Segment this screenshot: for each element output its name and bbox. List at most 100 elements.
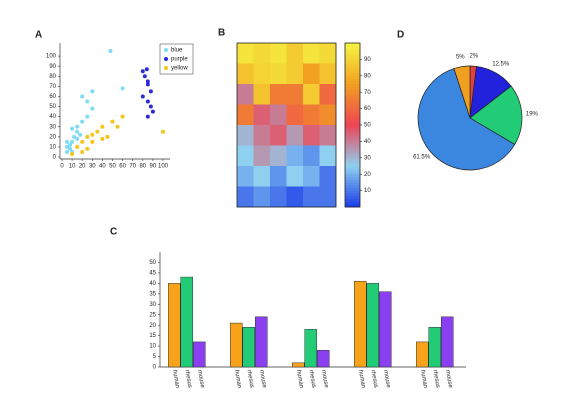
- y-tick-label: 50: [149, 260, 156, 266]
- point: [90, 132, 95, 137]
- heatmap-cell: [237, 166, 254, 187]
- colorbar-step: [345, 56, 360, 60]
- y-tick-label: 20: [149, 323, 156, 329]
- heatmap-cell: [319, 104, 337, 126]
- colorbar-step: [345, 185, 360, 189]
- heatmap-cell: [270, 84, 287, 105]
- point: [90, 106, 95, 111]
- heatmap-cell: [303, 166, 320, 187]
- heatmap-cell: [253, 84, 271, 105]
- colorbar-step: [345, 108, 360, 112]
- bar: [366, 283, 379, 368]
- heatmap-cell: [270, 43, 287, 64]
- colorbar-step: [345, 73, 360, 77]
- x-tick-label: 30: [89, 164, 96, 170]
- colorbar-step: [345, 114, 360, 118]
- pie-label: 2%: [470, 54, 479, 60]
- point: [65, 149, 70, 154]
- point: [110, 119, 115, 124]
- heatmap-cell: [319, 125, 337, 146]
- x-tick-label: 0: [60, 164, 64, 170]
- series-label: mouse: [320, 370, 329, 389]
- colorbar-step: [345, 67, 360, 71]
- colorbar-step: [345, 174, 360, 178]
- point: [85, 114, 90, 119]
- colorbar-step: [345, 78, 360, 82]
- colorbar-step: [345, 163, 360, 167]
- y-tick-label: 10: [49, 144, 56, 150]
- bar: [379, 291, 392, 368]
- point: [145, 99, 150, 104]
- point: [85, 146, 90, 151]
- heatmap-cell: [303, 84, 320, 105]
- heatmap-cell: [270, 186, 287, 208]
- y-tick-label: 0: [153, 365, 157, 371]
- x-tick-label: 40: [99, 164, 106, 170]
- point: [75, 144, 80, 149]
- x-tick-label: 60: [119, 164, 126, 170]
- heatmap-cell: [286, 145, 304, 167]
- y-tick-label: 50: [49, 104, 56, 110]
- point: [120, 86, 125, 91]
- x-tick-label: 10: [69, 164, 76, 170]
- heatmap-cell: [286, 125, 304, 146]
- point: [72, 134, 77, 139]
- colorbar-tick-label: 80: [364, 73, 371, 79]
- colorbar-step: [345, 86, 360, 90]
- colorbar-step: [345, 152, 360, 156]
- colorbar-step: [345, 193, 360, 197]
- point: [148, 89, 153, 94]
- colorbar-step: [345, 116, 360, 120]
- colorbar-step: [345, 155, 360, 159]
- heatmap-frame: [236, 42, 337, 208]
- bar: [180, 276, 193, 368]
- heatmap-cell: [286, 104, 304, 126]
- pie-slice: [453, 65, 471, 119]
- point: [75, 129, 80, 134]
- point: [85, 99, 90, 104]
- pie-label: 5%: [456, 54, 465, 60]
- colorbar-step: [345, 196, 360, 200]
- point: [140, 69, 145, 74]
- colorbar-step: [345, 182, 360, 186]
- panel-label: D: [397, 30, 404, 41]
- series-label: mouse: [258, 370, 267, 389]
- point: [65, 144, 70, 149]
- colorbar-step: [345, 160, 360, 164]
- point: [85, 134, 90, 139]
- colorbar-step: [345, 103, 360, 107]
- y-tick-label: 20: [49, 134, 56, 140]
- heatmap-cell: [286, 84, 304, 105]
- bar: [354, 281, 367, 368]
- colorbar-step: [345, 94, 360, 99]
- colorbar-tick-label: 10: [364, 188, 371, 194]
- point: [90, 89, 95, 94]
- colorbar-step: [345, 119, 360, 123]
- y-tick-label: 100: [46, 54, 57, 60]
- colorbar-step: [345, 75, 360, 79]
- colorbar-step: [345, 125, 360, 129]
- colorbar-step: [345, 171, 360, 175]
- colorbar-step: [345, 43, 360, 47]
- heatmap-cell: [237, 125, 254, 146]
- x-tick-label: 20: [79, 164, 86, 170]
- heatmap-cell: [237, 84, 254, 105]
- y-tick-label: 30: [49, 124, 56, 130]
- y-tick-label: 25: [149, 312, 156, 318]
- legend-label: yellow: [171, 66, 188, 72]
- point: [100, 124, 105, 129]
- y-tick-label: 30: [149, 302, 156, 308]
- bar: [317, 350, 330, 368]
- heatmap-cell: [253, 63, 271, 85]
- panel-label: A: [35, 30, 42, 41]
- point: [150, 109, 155, 114]
- y-tick-label: 45: [149, 270, 156, 276]
- heatmap-cell: [253, 125, 271, 146]
- heatmap-cell: [253, 166, 271, 187]
- colorbar-step: [345, 146, 360, 150]
- y-tick-label: 35: [149, 291, 156, 297]
- heatmap-cell: [270, 104, 287, 126]
- point: [140, 94, 145, 99]
